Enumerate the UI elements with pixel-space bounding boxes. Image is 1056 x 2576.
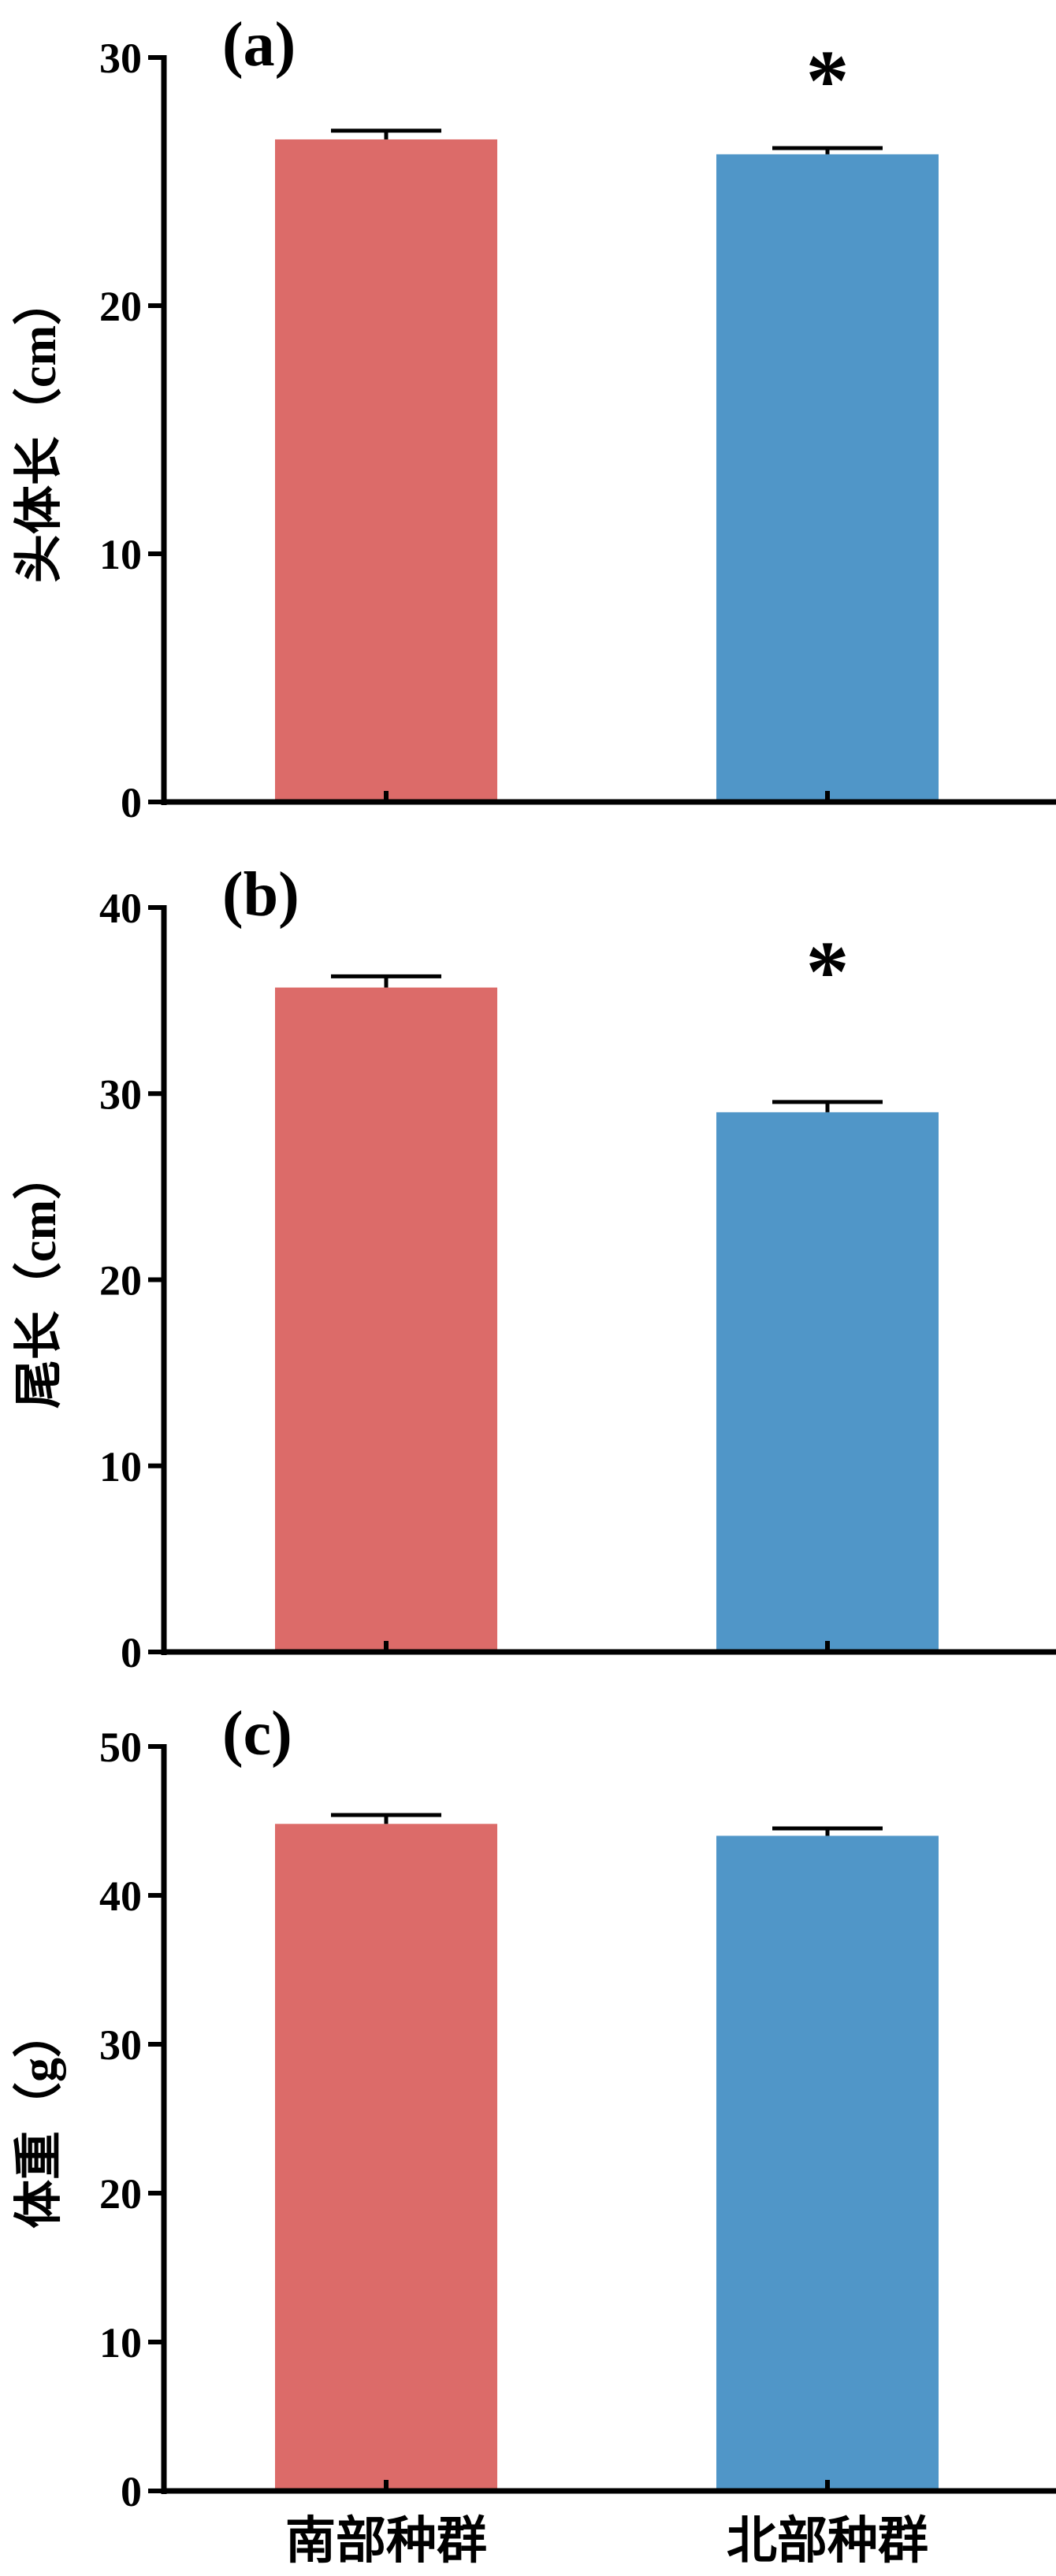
significance-star: * — [806, 32, 850, 128]
y-tick-label: 30 — [99, 2021, 142, 2069]
y-tick-label: 20 — [99, 283, 142, 330]
y-tick-label: 50 — [99, 1724, 142, 1771]
significance-star: * — [806, 923, 850, 1019]
y-axis-label: 体重（g） — [11, 2009, 66, 2229]
y-tick-label: 40 — [99, 1873, 142, 1920]
y-tick-label: 0 — [121, 1629, 142, 1676]
bar-north — [716, 1835, 939, 2491]
bar-south — [275, 1824, 497, 2491]
y-tick-label: 0 — [121, 779, 142, 826]
x-category-label: 南部种群 — [285, 2513, 487, 2569]
y-tick-label: 10 — [99, 2319, 142, 2366]
y-tick-label: 30 — [99, 1071, 142, 1118]
y-axis-label: 头体长（cm） — [11, 277, 66, 583]
panel-label: (b) — [222, 860, 299, 930]
y-tick-label: 20 — [99, 2170, 142, 2218]
y-tick-label: 0 — [121, 2468, 142, 2515]
panel-c: 0 10 20 30 40 50 (c) 体重（g） 南部种群 北部种群 — [11, 1699, 1056, 2569]
x-category-label: 北部种群 — [727, 2513, 928, 2569]
y-tick-label: 10 — [99, 531, 142, 578]
panel-a: * 0 10 20 30 (a) 头体长（cm） — [11, 10, 1056, 826]
y-tick-label: 30 — [99, 35, 142, 82]
bar-south — [275, 139, 497, 802]
bar-south — [275, 987, 497, 1652]
y-tick-label: 10 — [99, 1443, 142, 1490]
y-tick-label: 20 — [99, 1257, 142, 1305]
bar-north — [716, 154, 939, 803]
panel-label: (a) — [222, 10, 296, 80]
panel-b: * 0 10 20 30 40 (b) 尾长（cm） — [11, 860, 1056, 1676]
y-tick-label: 40 — [99, 885, 142, 932]
bar-north — [716, 1112, 939, 1652]
y-axis-label: 尾长（cm） — [11, 1151, 66, 1409]
panel-label: (c) — [222, 1699, 292, 1769]
